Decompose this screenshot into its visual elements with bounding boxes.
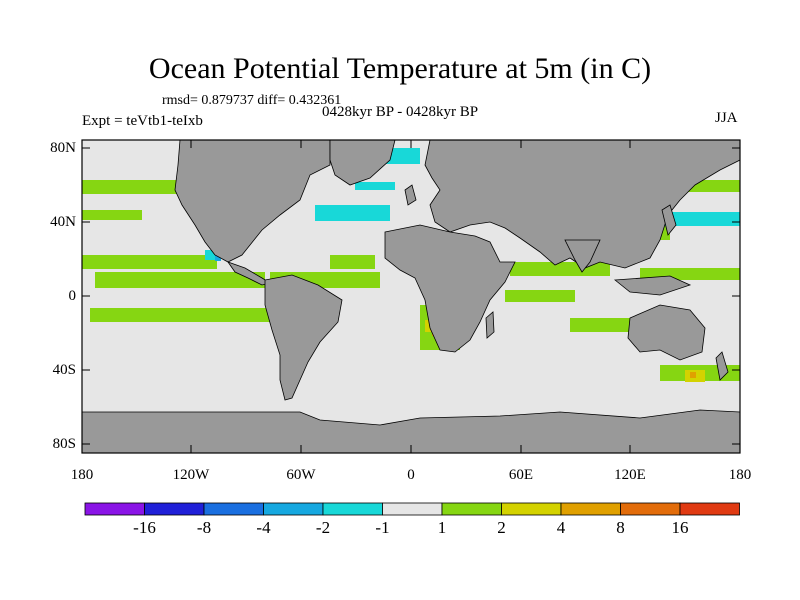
anomaly-patch: [95, 272, 265, 288]
colorbar-swatch: [84, 502, 145, 516]
colorbar-label: 8: [616, 518, 625, 537]
anomaly-patch: [385, 148, 420, 164]
lat-label: 0: [68, 288, 77, 304]
indonesia-landmass: [613, 275, 692, 296]
anomaly-patch: [315, 205, 390, 221]
season-label: JJA: [715, 110, 738, 126]
anomaly-patch: [82, 255, 217, 269]
lat-label: 80S: [52, 436, 76, 452]
colorbar-swatch: [263, 502, 324, 516]
lon-label: 120W: [172, 467, 210, 483]
anomaly-patch: [355, 182, 395, 190]
axis-ticks: [82, 140, 740, 453]
new-zealand-landmass: [715, 351, 729, 381]
madagascar-landmass: [485, 311, 495, 339]
lat-label: 80N: [50, 140, 76, 156]
colorbar-label: -8: [196, 518, 212, 537]
anomaly-patch: [330, 255, 375, 269]
colorbar-swatch: [620, 502, 681, 516]
colorbar-label: -1: [375, 518, 390, 537]
south-america-landmass: [264, 274, 343, 401]
colorbar-swatch: [144, 502, 205, 516]
anomaly-patch: [215, 255, 221, 261]
period-label: 0428kyr BP - 0428kyr BP: [322, 104, 479, 120]
colorbar-swatch: [441, 502, 502, 516]
colorbar-label: -4: [256, 518, 271, 537]
colorbar-swatch: [203, 502, 264, 516]
stats-line: rmsd= 0.879737 diff= 0.432361: [162, 93, 342, 108]
uk-landmass: [404, 184, 417, 206]
lon-label: 180: [70, 467, 94, 483]
colorbar-label: -16: [133, 518, 156, 537]
colorbar-swatch: [322, 502, 383, 516]
colorbar-label: 16: [671, 518, 689, 537]
anomaly-patch: [82, 210, 142, 220]
north-america-landmass: [174, 140, 331, 263]
colorbar-swatch: [679, 502, 740, 516]
colorbar-swatch: [382, 502, 443, 516]
colorbar: [84, 502, 740, 516]
experiment-label: Expt = teVtb1-teIxb: [82, 113, 203, 129]
antarctica-landmass: [82, 409, 740, 453]
lon-label: 0: [407, 467, 415, 483]
africa-landmass: [384, 224, 516, 353]
colorbar-label: 2: [497, 518, 506, 537]
lon-label: 120E: [614, 467, 646, 483]
india-landmass: [564, 239, 601, 273]
lon-label: 180: [728, 467, 752, 483]
anomaly-patch: [90, 308, 275, 322]
land-masses: [82, 140, 740, 453]
colorbar-label: 1: [437, 518, 447, 537]
lat-label: 40N: [50, 214, 76, 230]
colorbar-label: 4: [556, 518, 566, 537]
anomaly-patch: [690, 372, 696, 378]
colorbar-swatch: [560, 502, 621, 516]
colorbar-label: -2: [315, 518, 331, 537]
anomaly-patch: [82, 180, 192, 194]
map-title: Ocean Potential Temperature at 5m (in C): [148, 52, 652, 85]
eurasia-landmass: [424, 140, 740, 269]
lon-label: 60W: [286, 467, 316, 483]
anomaly-patch: [205, 250, 215, 260]
japan-landmass: [661, 204, 677, 236]
australia-landmass: [627, 304, 706, 361]
colorbar-swatch: [501, 502, 562, 516]
lat-label: 40S: [52, 362, 76, 378]
anomaly-patch: [505, 290, 575, 302]
lon-label: 60E: [508, 467, 534, 483]
warm-anomaly-fields: [82, 180, 740, 382]
greenland-landmass: [329, 140, 396, 186]
